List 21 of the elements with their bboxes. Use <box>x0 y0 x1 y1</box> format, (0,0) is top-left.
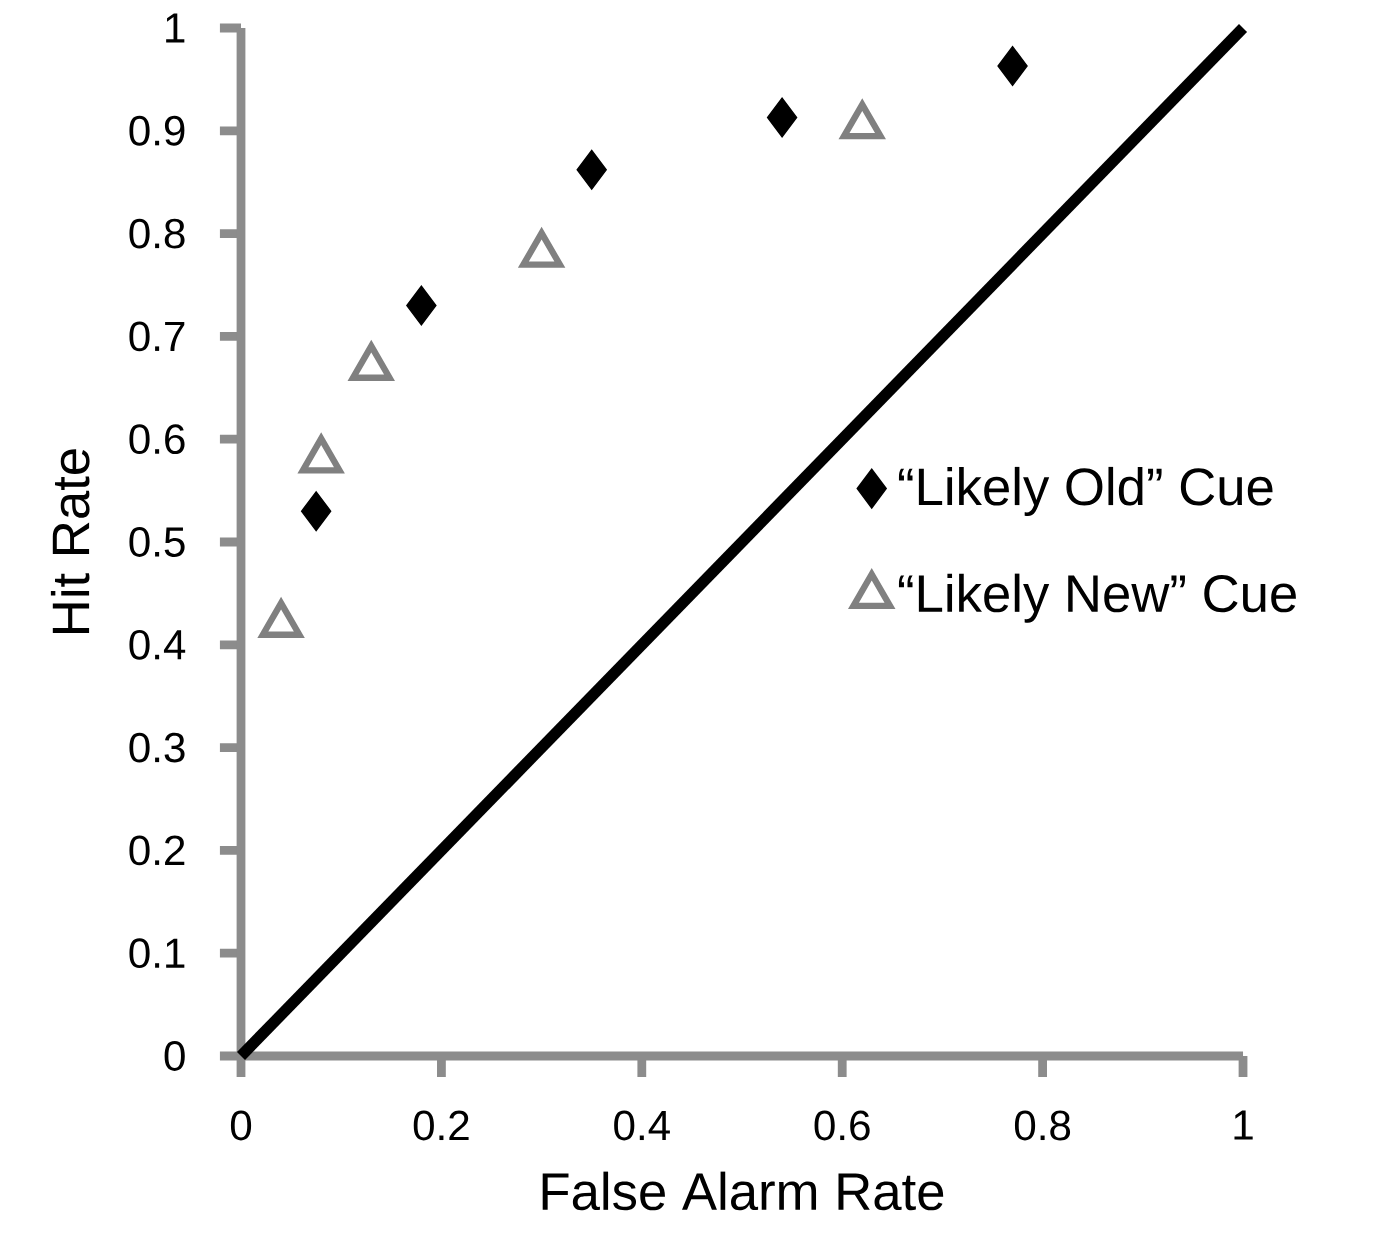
y-tick-label: 0.2 <box>129 835 185 866</box>
y-tick-label: 0.7 <box>129 321 185 352</box>
y-tick-label: 0.1 <box>129 938 185 969</box>
y-tick-label: 0.9 <box>129 115 185 146</box>
y-tick-label: 0 <box>164 1041 185 1071</box>
y-tick-label: 0.4 <box>129 629 186 660</box>
y-tick-label: 0.6 <box>129 424 185 455</box>
x-axis-title: False Alarm Rate <box>542 1171 944 1211</box>
x-tick-label: 0.6 <box>814 1110 870 1141</box>
legend-label: “Likely Old” Cue <box>898 466 1273 516</box>
y-tick-label: 0.5 <box>129 527 185 557</box>
x-tick-label: 0.4 <box>614 1110 670 1141</box>
x-tick-label: 0.8 <box>1014 1110 1071 1141</box>
x-tick-label: 1 <box>1234 1110 1253 1140</box>
legend-label: “Likely New” Cue <box>898 573 1296 623</box>
y-tick-label: 0.3 <box>129 732 185 763</box>
x-tick-label: 0 <box>230 1110 252 1141</box>
x-tick-label: 0.2 <box>413 1110 469 1141</box>
y-tick-label: 1 <box>166 13 185 43</box>
y-tick-label: 0.8 <box>129 218 185 249</box>
y-axis-title: Hit Rate <box>50 449 90 633</box>
